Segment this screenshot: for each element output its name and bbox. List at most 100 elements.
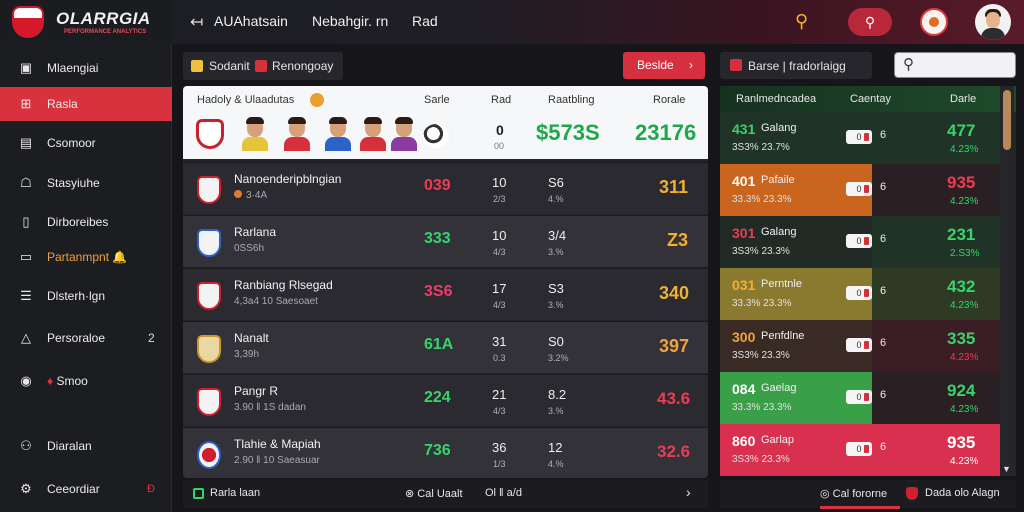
sidebar-item-label: Dlsterh·lgn <box>47 289 106 303</box>
logo[interactable]: OLARRGIA PERFORMANCE ANALYTICS <box>0 0 172 44</box>
document-icon: ▯ <box>22 214 30 229</box>
table-row[interactable]: Nanoenderipblngian 3·4A 039 10 2/3 S6 4.… <box>183 162 708 214</box>
row-sub: 33.3% 23.3% <box>732 298 792 309</box>
toggle-switch[interactable]: 0 <box>846 338 872 352</box>
player-avatar[interactable] <box>241 117 269 151</box>
arrow-left-icon[interactable]: ↤ <box>190 14 204 31</box>
row-percent: 4.23% <box>950 404 979 415</box>
nav-link-1[interactable]: Nebahgir. rn <box>312 13 389 29</box>
nav-link-2[interactable]: Rad <box>412 13 438 29</box>
club-crest-icon <box>197 388 221 416</box>
list-item[interactable]: 431 Galang 3S3% 23.7% 0 6 477 4.23% <box>720 112 1000 164</box>
right-panel-title[interactable]: Barse | fradorlaigg <box>748 59 846 73</box>
right-bottom-bar: ◎ Cal fororne Dada olo Alagn <box>720 480 1016 509</box>
toggle-switch[interactable]: 0 <box>846 182 872 196</box>
team-badge-icon[interactable] <box>920 8 948 36</box>
column-header[interactable]: Ranlmedncadea <box>736 93 817 105</box>
right-panel-header: Barse | fradorlaigg <box>720 52 872 79</box>
list-item[interactable]: 084 Gaelag 33.3% 23.3% 0 6 924 4.23% <box>720 372 1000 424</box>
chevron-down-icon[interactable]: ▼ <box>1002 464 1011 474</box>
sidebar-item-9[interactable]: ◉ ♦ Smoo <box>0 364 172 398</box>
table-row[interactable]: Nanalt 3,39h 61A 31 0.3 S0 3.2% 397 <box>183 321 708 373</box>
team-name: Nanoenderipblngian <box>234 172 342 186</box>
player-avatar[interactable] <box>359 117 387 151</box>
column-header[interactable]: Darle <box>950 93 977 105</box>
action-button[interactable]: Beslde › <box>623 52 705 79</box>
row-count: 6 <box>880 233 887 245</box>
bottom-bar: Rarla laan ⊗ Cal Uaalt Ol ‖ a/d › <box>183 480 708 508</box>
table-row[interactable]: Tlahie & Mapiah 2.90 ‖ 10 Saeasuar 736 3… <box>183 427 708 478</box>
row-count: 6 <box>880 129 887 141</box>
filter-1[interactable]: Sodanit <box>209 59 250 73</box>
chevron-right-icon[interactable]: › <box>686 484 691 500</box>
rank-value: 32.6 <box>657 442 691 461</box>
row-right-cell: 6 935 4.23% <box>872 424 1000 476</box>
list-item[interactable]: 031 Perntnle 33.3% 23.3% 0 6 432 4.23% <box>720 268 1000 320</box>
bottom-mid-label[interactable]: ⊗ Cal Uaalt <box>405 488 463 500</box>
bottom-mid2-label[interactable]: Ol ‖ a/d <box>485 487 522 499</box>
club-crest-icon <box>197 229 221 257</box>
row-value: 031 <box>732 277 756 293</box>
sidebar-item-3[interactable]: ▤ Csomoor <box>0 126 172 160</box>
shield-icon <box>906 487 918 500</box>
table-row[interactable]: Ranbiang Rlsegad 4,3a4 10 Saesoaet 3S6 1… <box>183 268 708 320</box>
sidebar-item-label: Mlaengiai <box>47 61 99 75</box>
bottom-right2-label[interactable]: Dada olo Alagn <box>925 487 1000 499</box>
player-avatar[interactable] <box>390 117 418 151</box>
table-row[interactable]: Rarlana 0SS6h 333 10 4/3 3/4 3.% Z3 <box>183 215 708 267</box>
list-item[interactable]: 301 Galang 3S3% 23.3% 0 6 231 2.S3% <box>720 216 1000 268</box>
sidebar-item-5[interactable]: ▯ Dirboreibes <box>0 205 172 239</box>
sidebar-item-1[interactable]: ▣ Mlaengiai <box>0 51 172 85</box>
sidebar-item-label: Csomoor <box>47 136 96 150</box>
header-points[interactable]: Raatbling <box>548 94 595 106</box>
sidebar-item-11[interactable]: ⚙ Ceeordiar Ð <box>0 472 172 506</box>
toggle-switch[interactable]: 0 <box>846 234 872 248</box>
sidebar-item-6[interactable]: ▭ Partanmpnt 🔔 <box>0 240 172 274</box>
team-name: Ranbiang Rlsegad <box>234 278 333 292</box>
header-score[interactable]: Sarle <box>424 94 450 106</box>
team-name: Rarlana <box>234 225 277 239</box>
sidebar-item-4[interactable]: ☖ Stasyiuhe <box>0 166 172 200</box>
scrollbar[interactable]: ▼ <box>1000 86 1014 476</box>
sidebar-item-7[interactable]: ☰ Dlsterh·lgn <box>0 279 172 313</box>
sidebar-item-2[interactable]: ⊞ Rasla <box>0 87 172 121</box>
score-value: 736 <box>424 442 451 459</box>
avatar[interactable] <box>975 4 1011 40</box>
sidebar-item-8[interactable]: △ Persoraloe 2 <box>0 321 172 355</box>
search-icon[interactable]: ⚲ <box>795 11 809 31</box>
table-row[interactable]: Pangr R 3.90 ‖ 1S dadan 224 21 4/3 8.2 3… <box>183 374 708 426</box>
column-header[interactable]: Caentay <box>850 93 891 105</box>
header-rank[interactable]: Rorale <box>653 94 686 106</box>
row-left-cell: 860 Garlap 3S3% 23.3% 0 <box>720 424 872 476</box>
player-avatar[interactable] <box>283 117 311 151</box>
filter-2[interactable]: Renongoay <box>272 59 334 73</box>
list-item[interactable]: 300 Penfdlne 3S3% 23.3% 0 6 335 4.23% <box>720 320 1000 372</box>
search-pill-button[interactable]: ⚲ <box>848 8 892 36</box>
toggle-switch[interactable]: 0 <box>846 442 872 456</box>
sidebar-item-10[interactable]: ⚇ Diaralan <box>0 429 172 463</box>
checkbox-icon[interactable] <box>193 488 204 499</box>
row-sub: 33.3% 23.3% <box>732 402 792 413</box>
list-item[interactable]: 860 Garlap 3S3% 23.3% 0 6 935 4.23% <box>720 424 1000 476</box>
row-left-cell: 301 Galang 3S3% 23.3% 0 <box>720 216 872 268</box>
list-item[interactable]: 401 Pafaile 33.3% 23.3% 0 6 935 4.23% <box>720 164 1000 216</box>
header-team[interactable]: Hadoly & Ulaadutas <box>197 94 295 106</box>
search-input[interactable]: ⚲ <box>894 52 1016 78</box>
bottom-left-label[interactable]: Rarla laan <box>210 487 261 499</box>
bottom-right-label[interactable]: ◎ Cal fororne <box>820 488 888 500</box>
player-avatar[interactable] <box>324 117 352 151</box>
featured-played: 0 <box>496 122 504 138</box>
points-sub: 4.% <box>548 459 564 469</box>
score-value: 61A <box>424 336 454 353</box>
toggle-switch[interactable]: 0 <box>846 130 872 144</box>
row-left-cell: 401 Pafaile 33.3% 23.3% 0 <box>720 164 872 216</box>
row-count: 6 <box>880 337 887 349</box>
played-value: 31 <box>492 334 507 349</box>
toggle-switch[interactable]: 0 <box>846 286 872 300</box>
scrollbar-thumb[interactable] <box>1003 90 1011 150</box>
toggle-switch[interactable]: 0 <box>846 390 872 404</box>
header-played[interactable]: Rad <box>491 94 512 106</box>
played-sub: 2/3 <box>493 194 506 204</box>
featured-played-sub: 00 <box>494 141 505 151</box>
